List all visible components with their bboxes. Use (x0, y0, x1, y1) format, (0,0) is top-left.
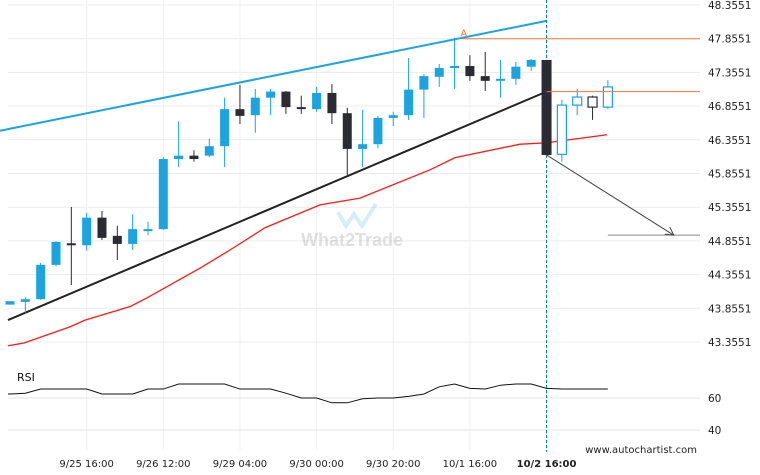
arrow-head-icon (664, 226, 675, 236)
candle-body (112, 235, 122, 244)
time-tick-label: 9/26 12:00 (136, 459, 190, 470)
time-tick-label: 9/30 00:00 (289, 459, 343, 470)
credit-text: www.autochartist.com (585, 445, 697, 456)
candle-body (373, 117, 383, 145)
time-tick-label: 9/30 20:00 (366, 459, 420, 470)
candle-body (51, 241, 61, 265)
candle-body (204, 146, 214, 156)
resistance-line (0, 19, 547, 132)
time-tick-label: 10/1 16:00 (443, 459, 497, 470)
candle-body (465, 66, 475, 77)
moving-average (7, 134, 608, 347)
candle-body (342, 113, 352, 149)
price-tick-label: 46.3551 (708, 135, 751, 147)
candle-body (296, 107, 306, 110)
moving-average-line (7, 134, 608, 347)
price-tick-label: 43.8551 (708, 303, 751, 315)
candle-body (128, 229, 138, 244)
forecast-arrow (546, 154, 675, 236)
candle-body (480, 76, 490, 81)
levels: A (460, 29, 700, 236)
candle-body (36, 264, 46, 300)
rsi-pane: RSI (8, 371, 608, 404)
price-tick-label: 47.8551 (708, 34, 751, 46)
candle-body (250, 97, 260, 116)
time-tick-label: 10/2 16:00 (517, 459, 577, 470)
candle-body (434, 68, 444, 77)
candle-body (266, 91, 276, 98)
price-tick-label: 45.8551 (708, 169, 751, 181)
candle-body (5, 301, 15, 305)
price-tick-label: 45.3551 (708, 202, 751, 214)
candle-body (358, 144, 368, 149)
candle-body (511, 66, 521, 79)
candle-body (220, 109, 230, 147)
trendlines (0, 0, 548, 452)
candle-body (174, 155, 184, 160)
candle-body (158, 159, 168, 230)
watermark: What2Trade (301, 202, 403, 250)
candles (5, 37, 613, 313)
grid (8, 0, 700, 450)
rsi-label: RSI (17, 371, 35, 384)
support-line (7, 90, 547, 322)
rsi-line (8, 383, 608, 404)
candle-body (189, 155, 199, 160)
candle-body (556, 104, 567, 155)
rsi-tick-label: 60 (708, 393, 721, 405)
price-tick-label: 46.8551 (708, 101, 751, 113)
candle-body (327, 92, 337, 114)
watermark-text: What2Trade (301, 230, 403, 250)
candle-body (97, 217, 107, 238)
candle-body (419, 76, 429, 90)
pattern-point-label: A (460, 29, 467, 40)
candle-body (20, 299, 30, 302)
candle-body (541, 59, 552, 155)
candle-body (312, 92, 322, 110)
watermark-logo-icon (336, 202, 378, 230)
candle-body (526, 59, 536, 67)
price-tick-label: 44.3551 (708, 270, 751, 282)
time-tick-label: 9/25 16:00 (59, 459, 113, 470)
candle-body (587, 96, 598, 108)
price-tick-label: 43.3551 (708, 337, 751, 349)
candle-body (281, 91, 291, 108)
candle-body (235, 109, 245, 116)
candle-body (66, 243, 76, 246)
candle-body (496, 78, 506, 81)
price-tick-label: 47.3551 (708, 67, 751, 79)
candle-body (602, 86, 613, 108)
price-tick-label: 44.8551 (708, 236, 751, 248)
candle-body (143, 229, 153, 232)
candle-body (404, 89, 414, 116)
candle-body (572, 96, 583, 106)
candle-body (450, 66, 460, 69)
price-tick-label: 48.3551 (708, 0, 751, 12)
candle-body (82, 217, 92, 246)
time-tick-label: 9/29 04:00 (213, 459, 267, 470)
rsi-tick-label: 40 (708, 425, 721, 437)
candle-body (388, 115, 398, 118)
axes: 48.3551 47.8551 47.3551 46.8551 46.3551 45.85… (59, 0, 751, 470)
